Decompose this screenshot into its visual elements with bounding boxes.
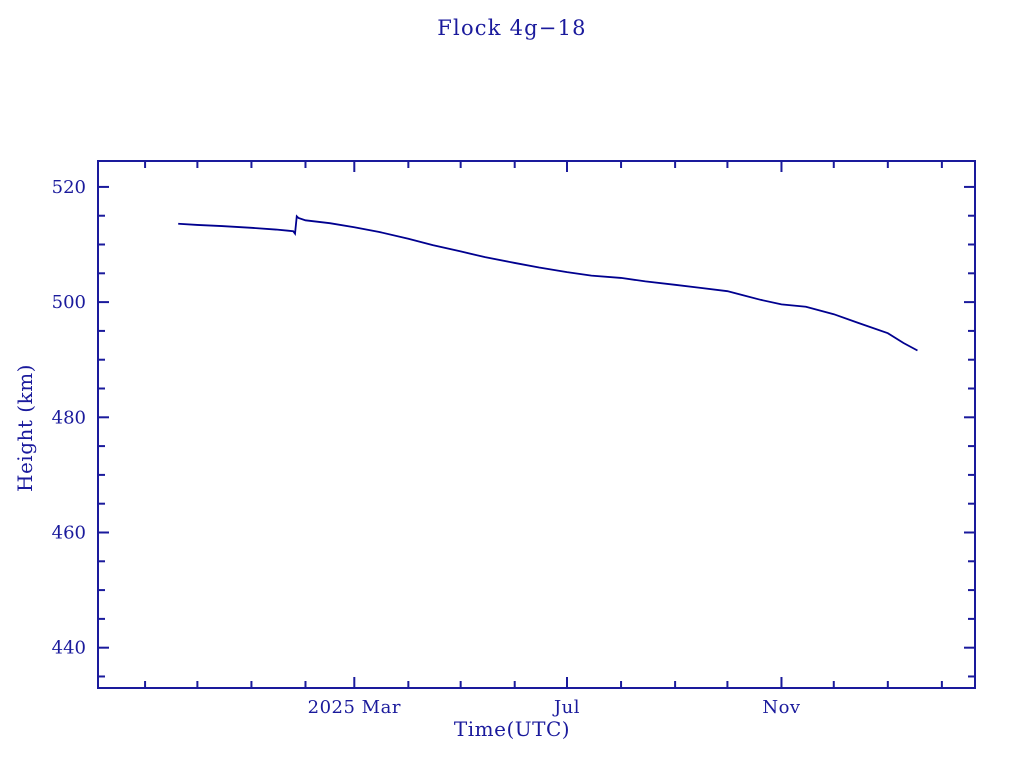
x-axis-ticks: 2025 Mar Jul Nov	[144, 161, 943, 718]
x-axis-title: Time(UTC)	[453, 717, 571, 741]
chart-title: Flock 4g−18	[437, 16, 587, 40]
x-tick-label: Jul	[552, 697, 580, 718]
y-tick-label: 520	[52, 177, 86, 198]
x-tick-label: 2025 Mar	[308, 697, 401, 718]
y-tick-label: 500	[52, 292, 86, 313]
data-series-line	[178, 214, 918, 352]
plot-frame	[97, 160, 976, 689]
y-tick-label: 460	[52, 522, 86, 543]
y-tick-label: 480	[52, 407, 86, 428]
data-series-group	[178, 214, 918, 352]
y-tick-label: 440	[52, 638, 86, 659]
y-axis-ticks: 440 460 480 500 520	[52, 177, 975, 678]
x-tick-label: Nov	[762, 697, 801, 718]
